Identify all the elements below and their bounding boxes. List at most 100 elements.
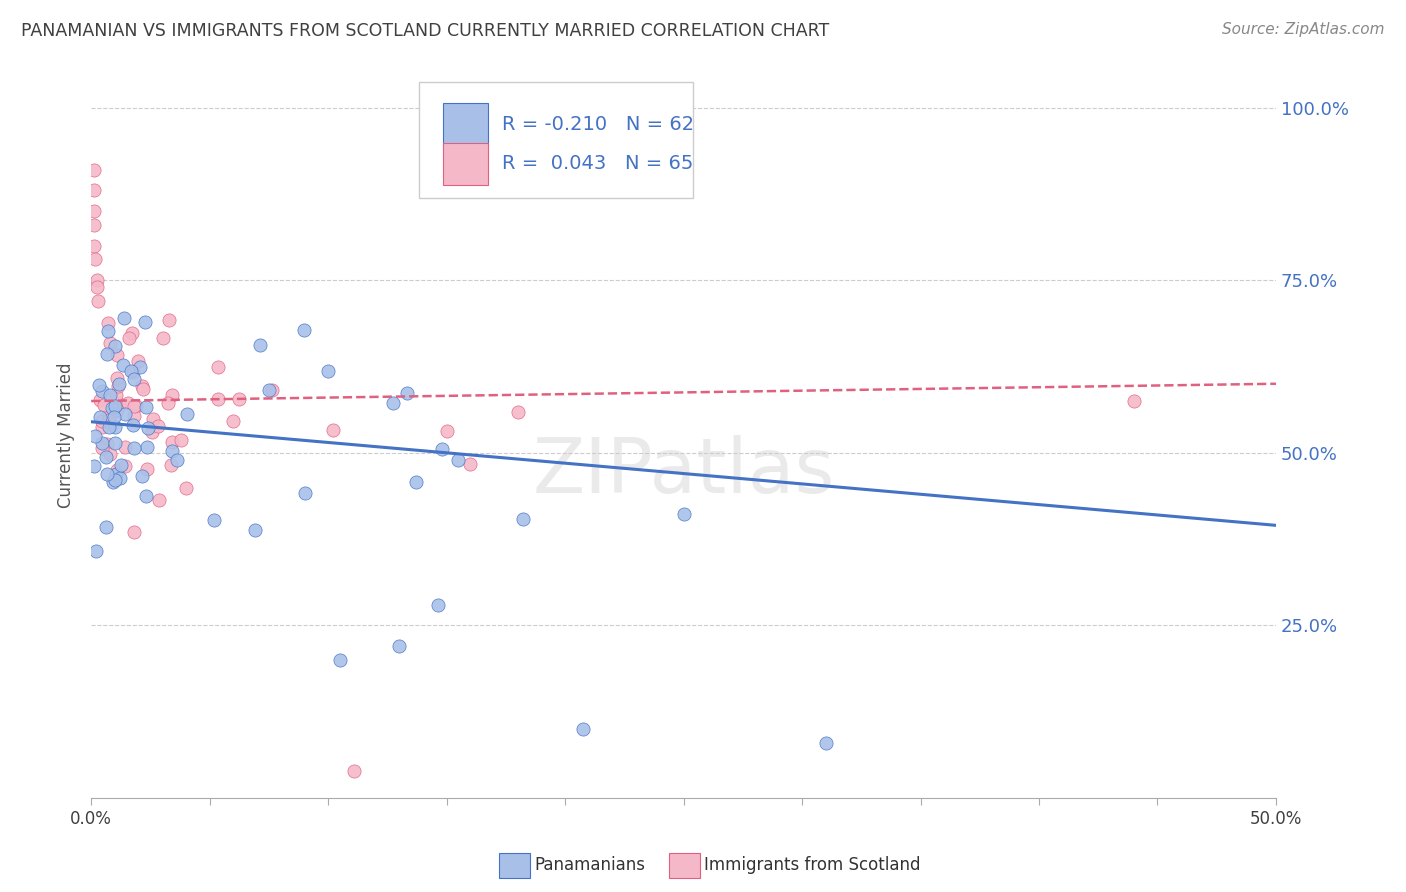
Point (506, 405, 529, 419)
Point (108, 397, 131, 411)
Point (228, 392, 250, 406)
Point (86, 273, 108, 287)
Point (135, 401, 157, 415)
Point (90, 419, 112, 434)
Point (122, 409, 145, 423)
Point (112, 358, 135, 372)
Point (129, 360, 152, 375)
Point (156, 396, 179, 410)
Point (814, 736, 837, 750)
Point (107, 379, 129, 393)
Point (160, 444, 183, 458)
Point (91, 441, 114, 455)
Point (135, 489, 157, 503)
Text: R =  0.043   N = 65: R = 0.043 N = 65 (502, 154, 693, 173)
Point (94, 520, 117, 534)
Point (294, 322, 316, 336)
Point (124, 525, 146, 540)
Text: ZIPatlas: ZIPatlas (533, 434, 835, 508)
Point (170, 433, 193, 447)
Y-axis label: Currently Married: Currently Married (58, 363, 75, 508)
Point (104, 339, 127, 353)
Point (107, 371, 129, 385)
Point (222, 414, 245, 428)
Point (98, 335, 121, 350)
Point (176, 407, 198, 421)
Point (207, 392, 229, 406)
Point (83, 204, 105, 219)
Point (110, 458, 132, 472)
Point (91, 384, 114, 398)
Point (122, 418, 145, 433)
Point (87, 293, 110, 308)
Point (249, 338, 271, 352)
FancyBboxPatch shape (419, 82, 693, 198)
Point (134, 314, 156, 328)
Point (207, 360, 229, 375)
Point (98, 388, 121, 402)
Point (135, 440, 157, 454)
Point (83, 458, 105, 473)
Point (118, 331, 141, 345)
Point (104, 388, 127, 402)
Point (430, 442, 453, 457)
Point (122, 365, 145, 379)
Text: Source: ZipAtlas.com: Source: ZipAtlas.com (1222, 22, 1385, 37)
Point (104, 473, 127, 487)
Point (97, 413, 120, 427)
Point (96, 467, 118, 481)
Point (89, 409, 111, 424)
Point (136, 461, 159, 475)
Point (103, 409, 125, 424)
Point (458, 457, 481, 471)
Point (97, 325, 120, 339)
Point (91, 436, 114, 450)
Point (114, 407, 136, 421)
Point (104, 467, 127, 482)
Point (131, 468, 153, 483)
Text: R = -0.210   N = 62: R = -0.210 N = 62 (502, 115, 695, 134)
Point (672, 507, 695, 521)
Point (257, 384, 280, 398)
Point (381, 396, 404, 410)
Point (316, 364, 339, 378)
Point (245, 523, 267, 537)
Point (427, 598, 450, 612)
Point (114, 458, 136, 473)
Text: Panamanians: Panamanians (534, 856, 645, 874)
Point (114, 440, 136, 454)
Point (1122, 394, 1144, 409)
Point (322, 423, 344, 437)
Point (117, 396, 139, 410)
Point (96, 346, 118, 360)
Text: Immigrants from Scotland: Immigrants from Scotland (704, 856, 921, 874)
Point (388, 639, 411, 653)
Point (101, 401, 124, 415)
Point (94, 450, 117, 464)
Point (572, 722, 595, 736)
Point (142, 411, 165, 425)
Point (125, 400, 148, 414)
Point (86, 544, 108, 558)
Text: PANAMANIAN VS IMMIGRANTS FROM SCOTLAND CURRENTLY MARRIED CORRELATION CHART: PANAMANIAN VS IMMIGRANTS FROM SCOTLAND C… (21, 22, 830, 40)
Point (98, 408, 121, 422)
Point (83, 162, 105, 177)
Point (136, 421, 159, 435)
Point (260, 383, 283, 397)
Point (103, 404, 125, 418)
Point (294, 485, 316, 500)
Point (202, 513, 225, 527)
Point (112, 311, 135, 326)
Point (83, 218, 105, 232)
Point (105, 462, 128, 476)
Point (160, 458, 183, 473)
Point (132, 382, 155, 396)
Point (104, 435, 127, 450)
Point (120, 364, 142, 378)
Point (105, 403, 128, 417)
FancyBboxPatch shape (443, 103, 488, 145)
Point (148, 492, 170, 507)
Point (152, 331, 174, 345)
Point (105, 348, 128, 362)
Point (83, 252, 105, 267)
